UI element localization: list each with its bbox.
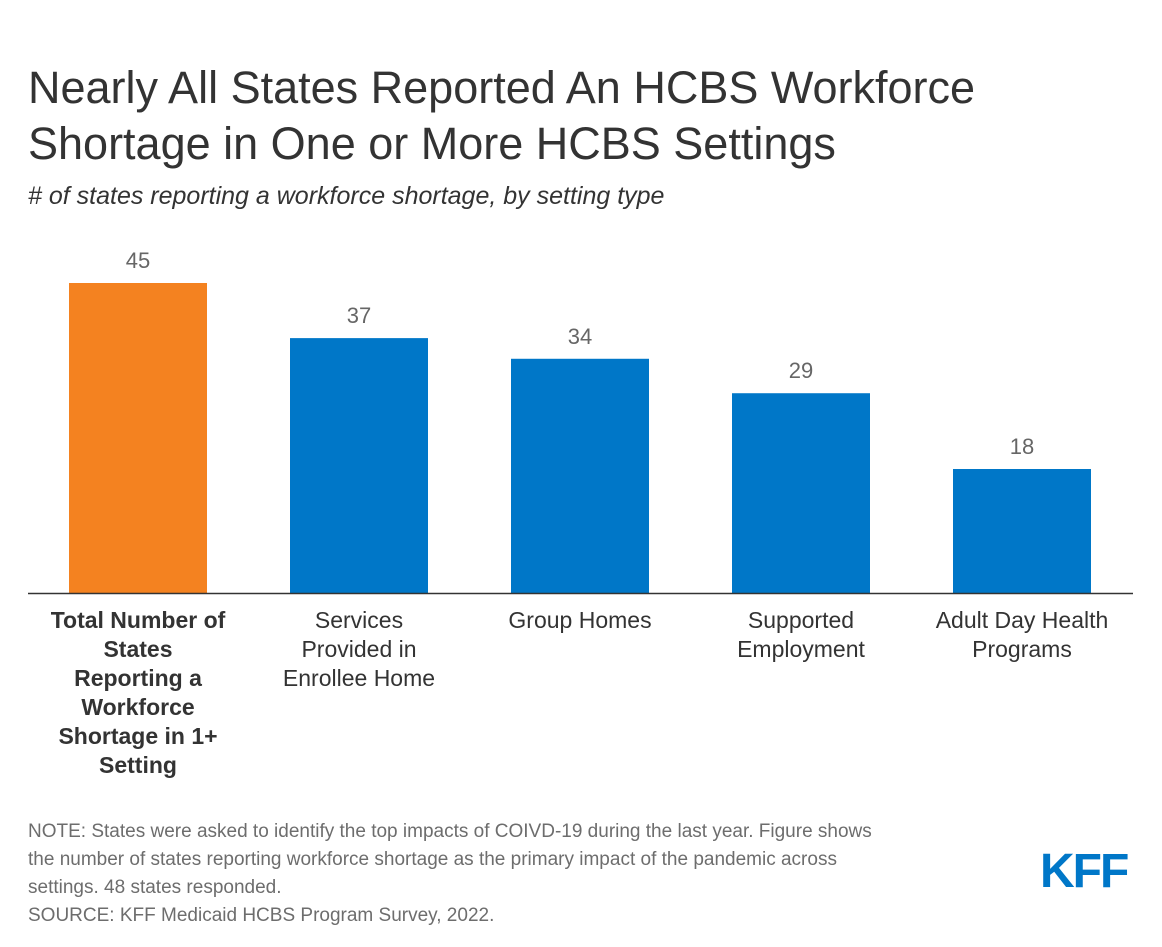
bar-value-label: 37 [347,303,371,328]
note-line-2: the number of states reporting workforce… [28,849,837,870]
category-label: Supported Employment [737,607,865,662]
note-line-1: NOTE: States were asked to identify the … [28,821,872,842]
bar-value-label: 34 [568,324,592,349]
bar-3[interactable] [511,358,649,593]
bar-value-label: 29 [789,358,813,383]
bar-2[interactable] [290,338,428,593]
bar-chart: 45 Total Number of States Reporting a Workfo… [28,248,1133,778]
bar-value-label: 18 [1010,434,1034,459]
chart-title-line-2: Shortage in One or More HCBS Settings [28,118,836,169]
chart-note: NOTE: States were asked to identify the … [28,818,1008,930]
kff-logo[interactable]: KFF [1040,845,1129,898]
chart-title-line-1: Nearly All States Reported An HCBS Workf… [28,62,976,113]
bar-4[interactable] [732,393,870,593]
category-label: Adult Day Health Programs [936,607,1109,662]
bar-5[interactable] [953,469,1091,593]
bar-1[interactable] [69,283,207,593]
category-label: Services Provided in Enrollee Home [283,607,435,691]
chart-subtitle: # of states reporting a workforce shorta… [28,182,665,210]
source-line: SOURCE: KFF Medicaid HCBS Program Survey… [28,905,495,926]
chart-title: Nearly All States Reported An HCBS Workf… [28,60,1128,172]
category-label: Group Homes [508,607,651,633]
category-label: Total Number of States Reporting a Workforc… [51,607,226,778]
note-line-3: settings. 48 states responded. [28,877,282,898]
bar-value-label: 45 [126,248,150,273]
